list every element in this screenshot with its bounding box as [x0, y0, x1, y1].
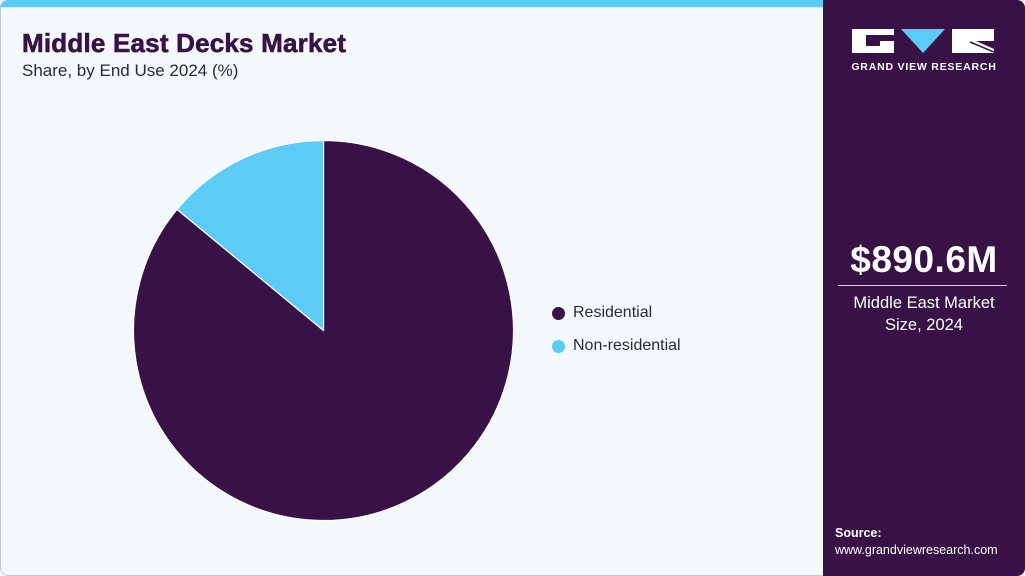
market-size-value: $890.6M — [850, 239, 998, 280]
accent-bar — [0, 0, 823, 7]
legend-item-residential: Residential — [552, 302, 681, 324]
side-panel: GRAND VIEW RESEARCH $890.6M Middle East … — [823, 0, 1025, 576]
legend: Residential Non-residential — [552, 302, 681, 368]
divider — [838, 285, 1007, 286]
chart-subtitle: Share, by End Use 2024 (%) — [22, 61, 239, 80]
market-label-line1: Middle East Market — [853, 294, 995, 312]
gvr-logo-icon — [852, 29, 994, 53]
source-label: Source: — [835, 526, 882, 540]
chart-title: Middle East Decks Market — [22, 28, 347, 59]
source-link[interactable]: www.grandviewresearch.com — [835, 543, 998, 557]
legend-dot-residential — [552, 306, 565, 320]
market-label-line2: Size, 2024 — [885, 316, 963, 334]
legend-label: Residential — [573, 304, 653, 321]
pie-chart — [133, 140, 514, 521]
legend-item-non-residential: Non-residential — [552, 335, 681, 357]
market-size-label: Middle East Market Size, 2024 — [823, 292, 1025, 336]
legend-label: Non-residential — [573, 337, 681, 354]
brand-name: GRAND VIEW RESEARCH — [851, 61, 997, 73]
pie-slice-non-residential — [176, 140, 325, 332]
legend-dot-non-residential — [552, 339, 565, 353]
